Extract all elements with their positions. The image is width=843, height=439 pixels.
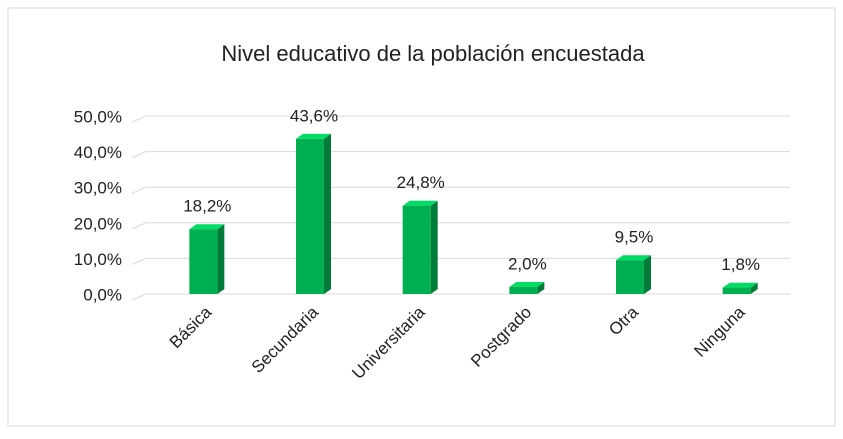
grid-line	[131, 151, 790, 159]
y-tick-label: 20,0%	[74, 214, 122, 233]
value-label: 43,6%	[290, 106, 338, 125]
chart-title: Nivel educativo de la población encuesta…	[221, 41, 645, 66]
y-tick-label: 30,0%	[74, 179, 122, 198]
bar	[616, 260, 644, 294]
y-tick-label: 50,0%	[74, 107, 122, 126]
value-label: 1,8%	[721, 255, 760, 274]
y-tick-label: 40,0%	[74, 143, 122, 162]
bar-side	[430, 200, 438, 294]
grid-line	[131, 257, 790, 265]
grid-line	[131, 222, 790, 230]
bar-top	[189, 224, 225, 230]
grid-line	[131, 186, 790, 194]
bar-top	[616, 255, 651, 261]
value-label: 24,8%	[397, 173, 445, 192]
value-label: 2,0%	[508, 254, 547, 273]
bar-side	[750, 282, 758, 294]
bar-top	[296, 133, 331, 139]
bar-side	[644, 255, 651, 294]
value-label: 9,5%	[615, 228, 654, 247]
bar-top	[722, 282, 758, 288]
bar	[296, 138, 324, 294]
bar-top	[509, 281, 545, 287]
bar-side	[217, 224, 225, 294]
grid-line	[131, 115, 790, 123]
bar-side	[324, 133, 331, 294]
bar	[402, 205, 431, 294]
y-tick-label: 10,0%	[74, 250, 122, 269]
value-label: 18,2%	[183, 197, 231, 216]
bar	[509, 286, 538, 294]
y-tick-label: 0,0%	[83, 285, 122, 304]
bar-side	[537, 281, 545, 294]
grid-line	[131, 293, 790, 301]
bar	[722, 287, 751, 294]
bar	[189, 229, 218, 294]
bar-top	[402, 200, 438, 206]
